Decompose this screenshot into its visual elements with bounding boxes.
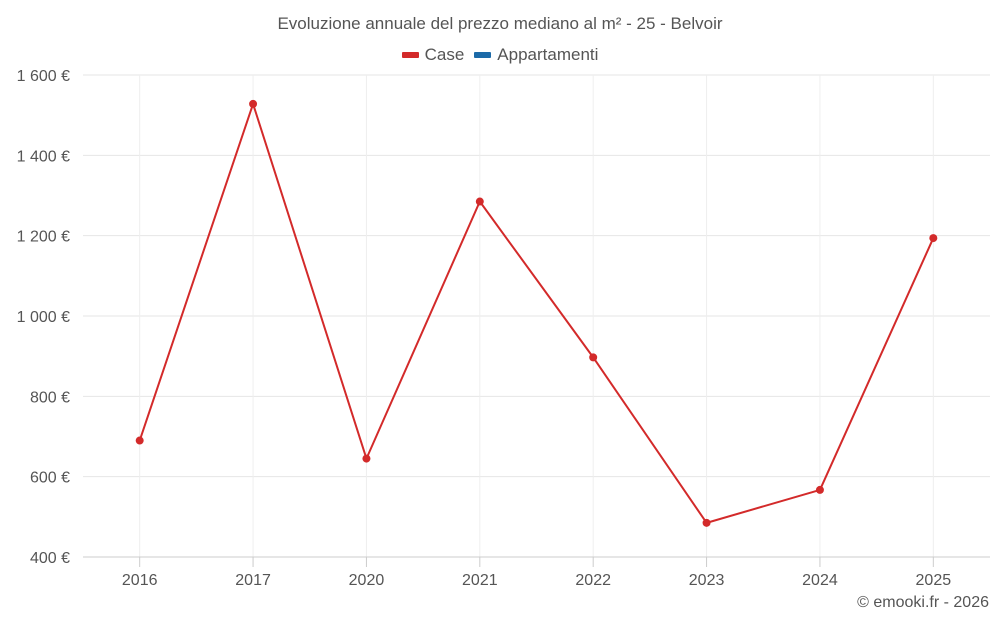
- axes: 400 € 600 € 800 € 1 000 € 1 200 € 1 400 € 1 60…: [17, 68, 990, 589]
- x-tick-label: 2023: [689, 572, 725, 589]
- y-tick-label: 1 200 €: [17, 229, 70, 246]
- legend: Case Appartamenti: [0, 45, 1000, 65]
- series-line-case: [138, 102, 935, 524]
- credit-text: © emooki.fr - 2026: [857, 594, 989, 611]
- x-tick-label: 2021: [462, 572, 498, 589]
- y-tick-label: 1 600 €: [17, 68, 70, 85]
- legend-label-case: Case: [424, 45, 465, 64]
- x-tick-label: 2020: [349, 572, 385, 589]
- legend-label-appartamenti: Appartamenti: [497, 45, 599, 64]
- data-point: [929, 234, 938, 243]
- x-tick-label: 2017: [235, 572, 271, 589]
- legend-item-appartamenti[interactable]: Appartamenti: [474, 45, 598, 65]
- x-tick-label: 2025: [916, 572, 952, 589]
- legend-swatch-appartamenti: [474, 52, 492, 58]
- x-tick-label: 2024: [802, 572, 838, 589]
- data-point: [589, 353, 598, 362]
- data-point: [475, 197, 484, 206]
- x-tick-label: 2016: [122, 572, 158, 589]
- chart-title: Evoluzione annuale del prezzo mediano al…: [277, 14, 723, 33]
- grid: [83, 74, 990, 557]
- y-tick-label: 800 €: [30, 389, 70, 406]
- y-tick-label: 600 €: [30, 470, 70, 487]
- data-point: [702, 518, 711, 527]
- data-point: [249, 99, 258, 108]
- legend-swatch-case: [401, 52, 419, 58]
- y-tick-label: 1 000 €: [17, 309, 70, 326]
- data-point: [135, 436, 144, 445]
- series-layer: [135, 99, 938, 527]
- y-tick-label: 400 €: [30, 550, 70, 567]
- y-tick-label: 1 400 €: [17, 148, 70, 165]
- data-point: [815, 485, 824, 494]
- x-tick-label: 2022: [575, 572, 611, 589]
- legend-item-case[interactable]: Case: [401, 45, 465, 65]
- data-point: [362, 454, 371, 463]
